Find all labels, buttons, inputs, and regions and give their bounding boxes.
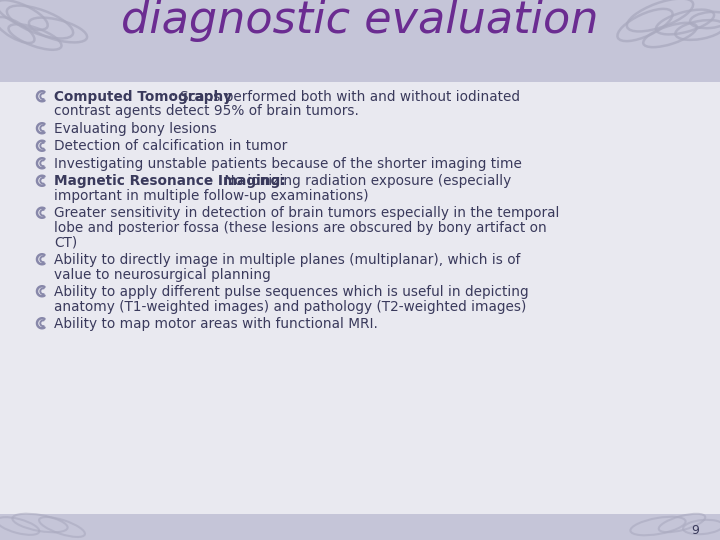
Text: contrast agents detect 95% of brain tumors.: contrast agents detect 95% of brain tumo…: [54, 105, 359, 118]
Text: Ability to apply different pulse sequences which is useful in depicting: Ability to apply different pulse sequenc…: [54, 285, 528, 299]
Text: Ability to map motor areas with functional MRI.: Ability to map motor areas with function…: [54, 317, 378, 331]
Text: Computed Tomography: Computed Tomography: [54, 90, 232, 104]
Text: diagnostic evaluation: diagnostic evaluation: [121, 0, 599, 43]
Text: Investigating unstable patients because of the shorter imaging time: Investigating unstable patients because …: [54, 157, 522, 171]
Text: Magnetic Resonance Imaging: No ionizing radiation exposure (especially: Magnetic Resonance Imaging: No ionizing …: [54, 174, 552, 188]
Text: Ability to directly image in multiple planes (multiplanar), which is of: Ability to directly image in multiple pl…: [54, 253, 521, 267]
Bar: [0, 0, 720, 82]
Text: anatomy (T1-weighted images) and pathology (T2-weighted images): anatomy (T1-weighted images) and patholo…: [54, 300, 526, 314]
Text: Evaluating bony lesions: Evaluating bony lesions: [54, 122, 217, 136]
Text: lobe and posterior fossa (these lesions are obscured by bony artifact on: lobe and posterior fossa (these lesions …: [54, 221, 546, 235]
Text: No ionizing radiation exposure (especially: No ionizing radiation exposure (especial…: [220, 174, 511, 188]
Text: Computed Tomography: Scans performed both with and without iodinated: Computed Tomography: Scans performed bot…: [54, 90, 562, 104]
Bar: [0, 514, 720, 540]
Text: CT): CT): [54, 235, 77, 249]
Text: important in multiple follow-up examinations): important in multiple follow-up examinat…: [54, 189, 369, 203]
Text: 9: 9: [691, 523, 699, 537]
Text: Magnetic Resonance Imaging:: Magnetic Resonance Imaging:: [54, 174, 286, 188]
Text: : Scans performed both with and without iodinated: : Scans performed both with and without …: [171, 90, 520, 104]
Text: Greater sensitivity in detection of brain tumors especially in the temporal: Greater sensitivity in detection of brai…: [54, 206, 559, 220]
Text: Detection of calcification in tumor: Detection of calcification in tumor: [54, 139, 287, 153]
Text: value to neurosurgical planning: value to neurosurgical planning: [54, 267, 271, 281]
